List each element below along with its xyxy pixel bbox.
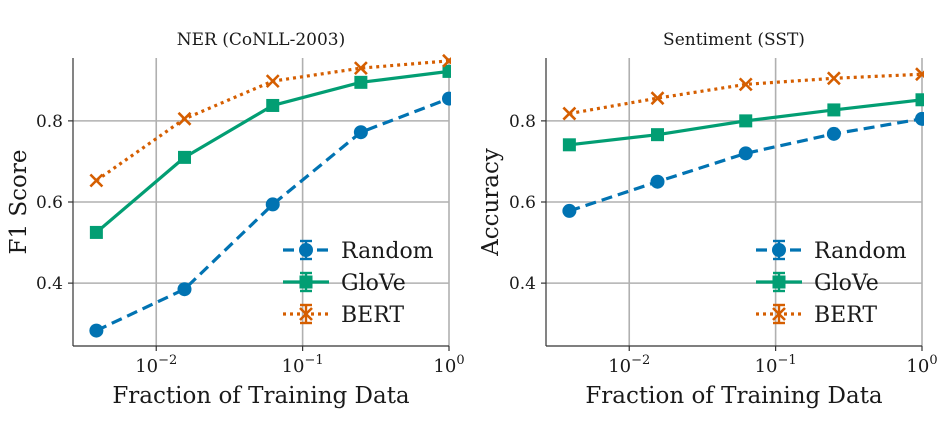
data-point-random [89,323,104,338]
data-point-glove [89,225,103,239]
data-point-random [826,126,841,141]
y-axis-label: F1 Score [6,150,32,255]
data-point-glove [178,150,192,164]
data-point-bert [562,106,577,121]
data-point-bert [442,53,451,68]
data-point-glove [354,75,368,89]
y-tick-label: 0.4 [36,274,63,294]
x-tick-label: 100 [906,353,937,377]
legend-label-random: Random [814,239,907,264]
data-point-glove [915,93,924,107]
data-point-glove [739,114,753,128]
data-point-random [442,91,451,106]
legend-marker-glove [299,275,313,289]
legend-label-bert: BERT [341,303,404,328]
y-tick-label: 0.8 [509,112,536,132]
data-point-bert [265,74,280,89]
data-point-random [915,111,924,126]
data-point-bert [915,67,924,82]
x-axis-label: Fraction of Training Data [112,383,410,409]
data-point-random [650,174,665,189]
data-point-random [265,197,280,212]
data-point-glove [442,64,451,78]
x-tick-label: 10−1 [282,353,324,377]
series-group [562,67,924,218]
y-tick-label: 0.8 [36,112,63,132]
chart-panel-2: 10−2 10−1 100 0.4 0.6 0.8 Sentiment (SST) Fract… [478,30,938,409]
series-line-random [95,97,450,333]
x-tick-label: 10−2 [608,353,650,377]
y-tick-label: 0.6 [36,193,63,213]
series-line-random [568,117,923,213]
x-tick-label: 10−2 [135,353,177,377]
data-point-random [562,203,577,218]
legend-label-glove: GloVe [341,271,406,296]
data-point-random [738,146,753,161]
chart-panel-1: 10−2 10−1 100 0.4 0.6 0.8 NER (CoNLL-2003) Frac… [6,30,465,409]
chart-title: Sentiment (SST) [663,30,805,50]
data-point-bert [177,111,192,126]
legend-label-glove: GloVe [814,271,879,296]
data-point-random [177,282,192,297]
x-tick-label: 100 [433,353,464,377]
series-line-bert [569,72,923,116]
legend-marker-random [299,243,313,257]
data-point-bert [353,61,368,76]
legend-label-bert: BERT [814,303,877,328]
x-tick-label: 10−1 [755,353,797,377]
data-point-glove [651,128,665,142]
data-point-bert [826,71,841,86]
legend: Random GloVe BERT [283,239,434,328]
data-point-random [353,125,368,140]
data-point-bert [89,173,104,188]
data-point-bert [650,91,665,106]
data-point-glove [266,98,280,112]
data-point-glove [562,138,576,152]
data-point-glove [827,103,841,117]
legend-marker-bert [299,307,313,321]
legend: Random GloVe BERT [756,239,907,328]
legend-marker-bert [772,307,786,321]
legend-marker-glove [772,275,786,289]
data-point-bert [738,77,753,92]
y-tick-label: 0.6 [509,193,536,213]
y-axis-label: Accuracy [478,148,504,257]
x-axis-label: Fraction of Training Data [585,383,883,409]
legend-marker-random [772,243,786,257]
y-tick-label: 0.4 [509,274,536,294]
series-group [89,53,451,338]
legend-label-random: Random [341,239,434,264]
chart-title: NER (CoNLL-2003) [177,30,345,50]
